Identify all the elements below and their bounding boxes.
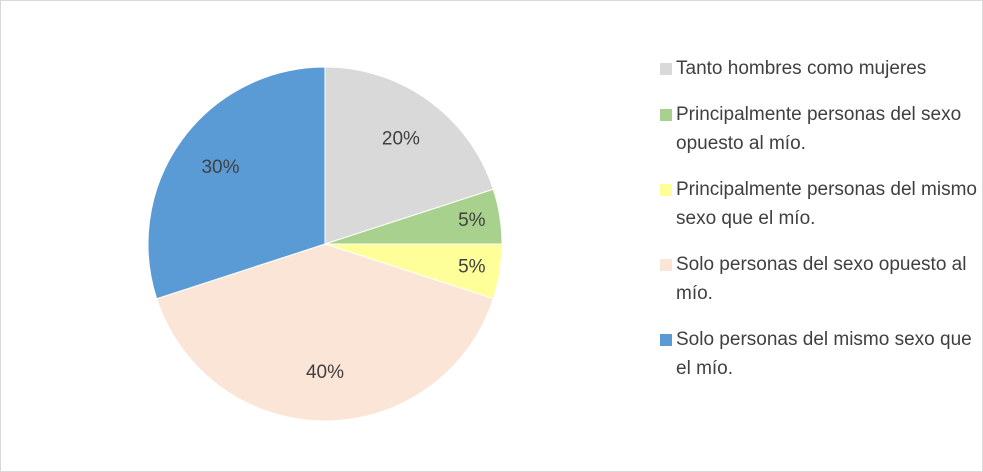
data-label: 5% — [458, 256, 486, 277]
legend-label: Solo personas del mismo sexo que el mío. — [676, 329, 972, 379]
legend-label: Solo personas del sexo opuesto al mío. — [676, 254, 967, 304]
data-label: 40% — [306, 362, 344, 383]
legend-item: Solo personas del sexo opuesto al mío. — [660, 250, 980, 308]
legend-item: Principalmente personas del sexo opuesto… — [660, 100, 980, 158]
legend-swatch — [660, 334, 672, 346]
pie-slice — [156, 243, 494, 422]
legend-swatch — [660, 259, 672, 271]
data-label: 5% — [458, 210, 486, 231]
legend-swatch — [660, 63, 672, 75]
data-label: 30% — [201, 157, 239, 178]
legend-label: Principalmente personas del mismo sexo q… — [676, 179, 977, 229]
legend-label: Principalmente personas del sexo opuesto… — [676, 104, 962, 154]
pie-slice — [324, 66, 494, 245]
legend-item: Tanto hombres como mujeres — [660, 54, 980, 83]
legend-swatch — [660, 184, 672, 196]
pie-slice — [147, 66, 326, 300]
legend-item: Principalmente personas del mismo sexo q… — [660, 175, 980, 233]
data-label: 20% — [382, 128, 420, 149]
legend-swatch — [660, 109, 672, 121]
legend-item: Solo personas del mismo sexo que el mío. — [660, 325, 980, 383]
legend: Tanto hombres como mujeres Principalmente… — [660, 54, 980, 400]
legend-label: Tanto hombres como mujeres — [676, 58, 927, 79]
